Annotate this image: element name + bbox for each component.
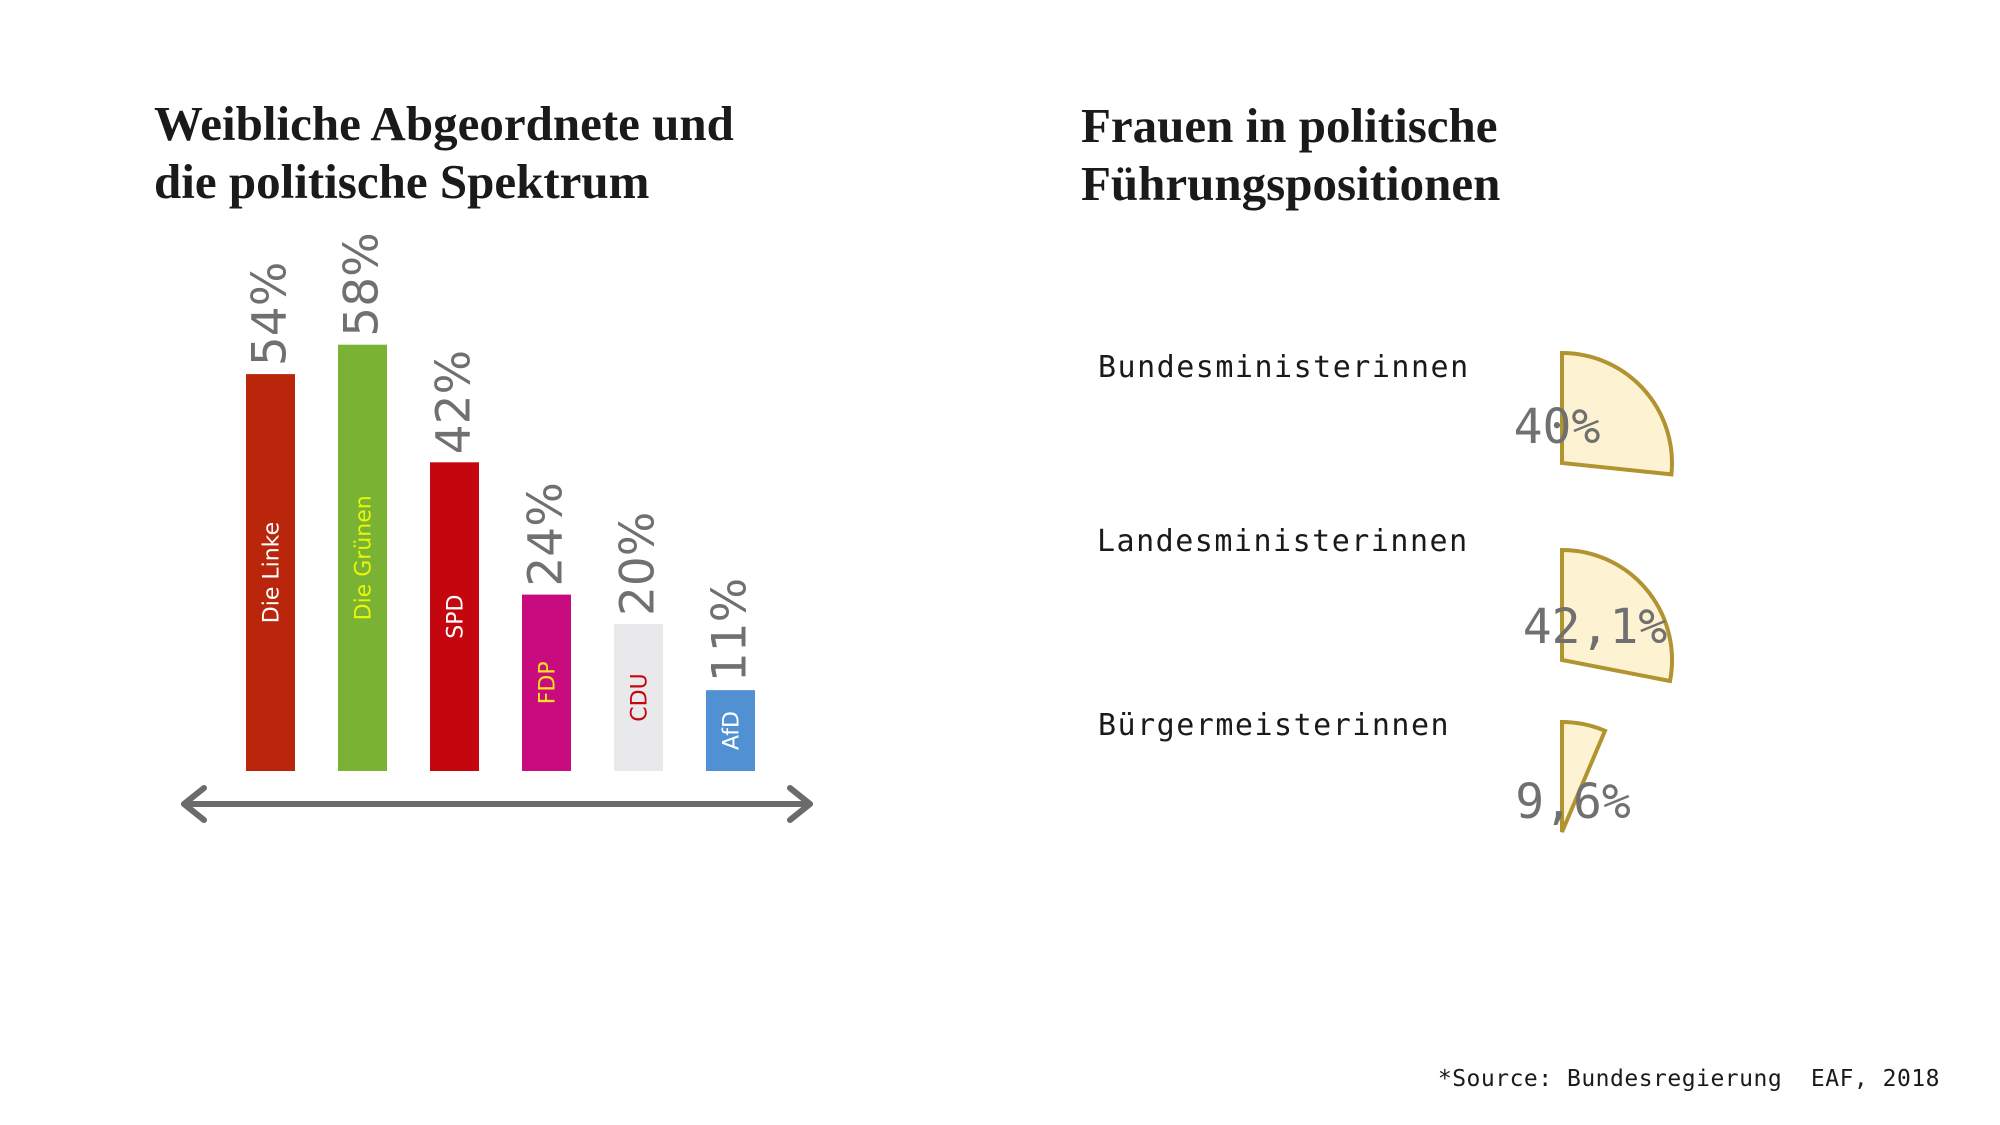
- left-title-line-1: Weibliche Abgeordnete und: [154, 96, 734, 151]
- bar-value-fdp: 24%: [519, 482, 574, 586]
- wedge-bundesministerinnen: [1560, 350, 1674, 477]
- bar-value-cdu: 20%: [611, 512, 666, 616]
- bar-label-cdu: CDU: [628, 673, 653, 721]
- wedge-value-landesministerinnen: 42,1%: [1523, 599, 1668, 655]
- right-chart-title: Frauen in politische Führungspositionen: [1081, 97, 1500, 213]
- bar-value-afd: 11%: [703, 578, 758, 682]
- spectrum-arrow-right-head: [787, 785, 813, 823]
- bar-label-die-linke: Die Linke: [260, 522, 285, 623]
- bar-afd: [706, 690, 755, 771]
- bar-fdp: [522, 594, 571, 771]
- right-title-line-2: Führungspositionen: [1081, 156, 1501, 211]
- bar-label-spd: SPD: [444, 595, 469, 639]
- spectrum-arrow: [181, 785, 813, 823]
- left-chart-title: Weibliche Abgeordnete und die politische…: [154, 95, 734, 211]
- bar-die-linke: [246, 374, 295, 771]
- wedge-buergermeisterinnen: [1560, 719, 1608, 833]
- bar-value-die-linke: 54%: [243, 262, 298, 366]
- bar-label-fdp: FDP: [536, 661, 561, 704]
- bar-die-gruenen: [338, 344, 387, 771]
- spectrum-arrow-left-head: [181, 785, 207, 823]
- bar-value-spd: 42%: [427, 350, 482, 454]
- wedge-landesministerinnen: [1560, 547, 1674, 684]
- left-title-line-2: die politische Spektrum: [154, 154, 650, 209]
- bars-layer: Die Linke 54% Die Grünen 58% SPD 42% FDP 24% CDU…: [243, 232, 758, 771]
- bar-spd: [430, 462, 479, 771]
- wedge-value-bundesministerinnen: 40%: [1514, 399, 1601, 455]
- bar-cdu: [614, 624, 663, 771]
- bar-label-die-gruenen: Die Grünen: [352, 495, 377, 620]
- source-note: *Source: Bundesregierung EAF, 2018: [1437, 1066, 1940, 1092]
- row-label-bundesministerinnen: Bundesministerinnen: [1098, 350, 1470, 385]
- row-label-buergermeisterinnen: Bürgermeisterinnen: [1098, 708, 1451, 743]
- bar-label-afd: AfD: [720, 711, 745, 750]
- bar-value-die-gruenen: 58%: [335, 232, 390, 336]
- row-label-landesministerinnen: Landesministerinnen: [1097, 524, 1469, 559]
- wedges-layer: 40% 42,1% 9,6%: [1514, 350, 1674, 833]
- right-title-line-1: Frauen in politische: [1081, 98, 1498, 153]
- wedge-value-buergermeisterinnen: 9,6%: [1515, 774, 1631, 830]
